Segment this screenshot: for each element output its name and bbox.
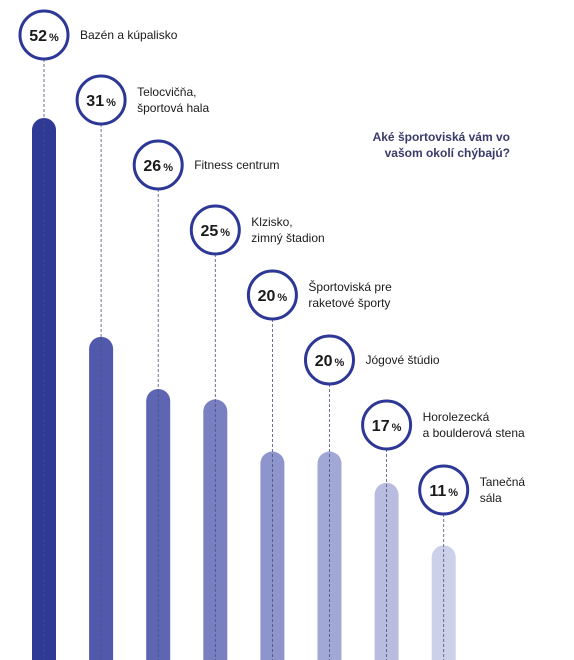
bar-8 bbox=[431, 545, 456, 660]
category-label-4: Klzisko, zimný štadion bbox=[251, 215, 324, 245]
value-label-7: 17% bbox=[372, 418, 402, 435]
category-label-2: Telocvičňa, športová hala bbox=[137, 85, 209, 115]
leader-lines-group bbox=[43, 59, 445, 660]
value-badges-group: 52 % 31 % 26 % 25 % 20 % 20 % 17 % 11% bbox=[18, 9, 470, 516]
category-label-1: Bazén a kúpalisko bbox=[80, 28, 178, 42]
category-label-6: Jógové štúdio bbox=[366, 353, 440, 367]
category-label-7: Horolezecká a boulderová stena bbox=[423, 410, 525, 440]
category-label-3: Fitness centrum bbox=[194, 158, 279, 172]
value-badge-3 bbox=[132, 139, 184, 191]
value-label-5: 20% bbox=[258, 288, 288, 305]
category-labels-group: Bazén a kúpalisko Telocvičňa, športová hal… bbox=[80, 28, 525, 505]
value-label-4: 25% bbox=[201, 223, 231, 240]
category-label-8: Tanečná sála bbox=[480, 475, 526, 505]
value-badge-6 bbox=[304, 334, 355, 386]
value-label-1: 52% bbox=[29, 28, 59, 45]
value-badge-4 bbox=[189, 204, 241, 256]
value-label-3: 26% bbox=[143, 158, 173, 175]
category-label-5: Športoviská pre raketové športy bbox=[308, 279, 392, 310]
bars-group bbox=[32, 118, 456, 660]
value-badge-1 bbox=[18, 9, 70, 61]
value-badge-2 bbox=[75, 74, 127, 126]
value-badge-5 bbox=[246, 269, 298, 321]
value-label-2: 31% bbox=[86, 93, 116, 110]
value-label-6: 20% bbox=[315, 353, 345, 370]
value-badge-8 bbox=[418, 464, 470, 516]
value-label-8: 11% bbox=[429, 483, 458, 500]
value-badge-7 bbox=[361, 399, 413, 451]
chart-question: Aké športoviská vám vo vašom okolí chýba… bbox=[372, 130, 510, 160]
bar-2 bbox=[89, 336, 114, 660]
